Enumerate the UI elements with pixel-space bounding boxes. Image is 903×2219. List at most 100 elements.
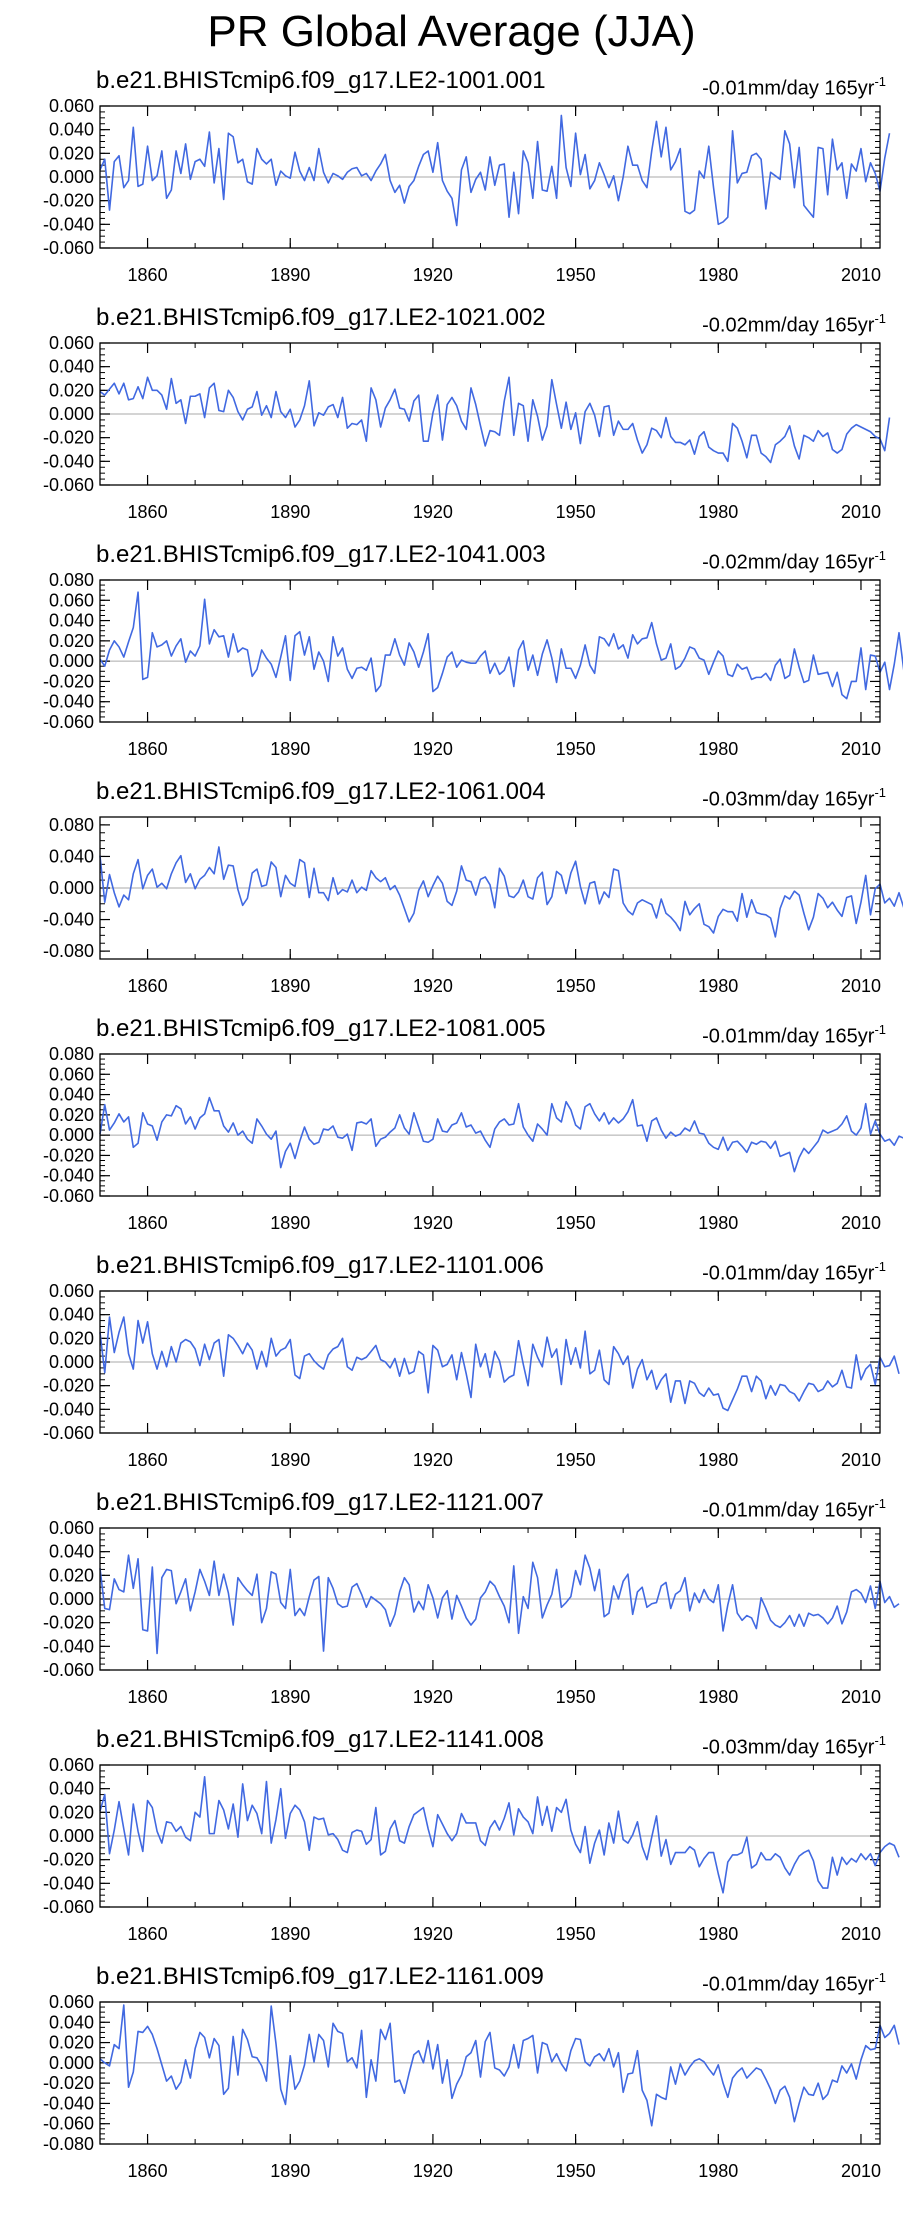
chart-panel: b.e21.BHISTcmip6.f09_g17.LE2-1081.005 -0.… <box>0 1012 903 1242</box>
y-tick-label: 0.020 <box>49 1802 94 1822</box>
x-tick-label: 1920 <box>413 1450 453 1470</box>
x-tick-label: 1920 <box>413 739 453 759</box>
line-chart: 0.0800.0600.0400.0200.000-0.020-0.040-0.… <box>43 570 903 759</box>
y-tick-label: 0.060 <box>49 590 94 610</box>
x-tick-label: 1890 <box>270 976 310 996</box>
plot-frame <box>99 816 881 960</box>
y-tick-label: 0.060 <box>49 1992 94 2012</box>
x-tick-label: 1950 <box>556 2161 596 2181</box>
series-line <box>99 1776 900 1894</box>
trend-value: -0.02mm/day 165yr <box>702 314 875 337</box>
x-tick-label: 1860 <box>128 1687 168 1707</box>
x-tick-label: 1920 <box>413 502 453 522</box>
plot-frame <box>99 2001 881 2145</box>
y-tick-label: 0.020 <box>49 631 94 651</box>
trend-exponent: -1 <box>874 548 886 563</box>
series-line <box>99 846 903 938</box>
line-chart: 0.060 0.040 0.020 0.000 -0.020 -0.040 -0.060 18… <box>43 1281 900 1470</box>
x-tick-label: 1920 <box>413 265 453 285</box>
x-tick-label: 1950 <box>556 1687 596 1707</box>
y-tick-label: -0.040 <box>43 692 94 712</box>
y-tick-label: 0.020 <box>49 380 94 400</box>
y-tick-label: 0.040 <box>49 1305 94 1325</box>
y-tick-label: 0.000 <box>49 167 94 187</box>
series-line <box>99 1554 900 1655</box>
series-line <box>99 1316 900 1412</box>
x-tick-label: 2010 <box>841 1450 881 1470</box>
x-tick-label: 1860 <box>128 1213 168 1233</box>
y-tick-label: -0.060 <box>43 475 94 495</box>
chart-panel: b.e21.BHISTcmip6.f09_g17.LE2-1121.007 -0.… <box>0 1486 903 1716</box>
x-tick-label: 2010 <box>841 502 881 522</box>
trend-value: -0.01mm/day 165yr <box>702 1262 875 1285</box>
y-tick-label: 0.000 <box>49 878 94 898</box>
chart-panel: b.e21.BHISTcmip6.f09_g17.LE2-1141.008 -0.… <box>0 1723 903 1953</box>
x-tick-label: 1920 <box>413 1687 453 1707</box>
x-tick-label: 1950 <box>556 265 596 285</box>
panel-title: b.e21.BHISTcmip6.f09_g17.LE2-1021.002 <box>96 304 546 331</box>
x-tick-label: 1980 <box>698 502 738 522</box>
panel-title: b.e21.BHISTcmip6.f09_g17.LE2-1101.006 <box>96 1252 544 1279</box>
trend-value: -0.03mm/day 165yr <box>702 1736 875 1759</box>
trend-exponent: -1 <box>874 785 886 800</box>
trend-exponent: -1 <box>874 311 886 326</box>
x-tick-label: 1860 <box>128 265 168 285</box>
plot-frame <box>99 579 881 723</box>
panel-title: b.e21.BHISTcmip6.f09_g17.LE2-1161.009 <box>96 1963 544 1990</box>
x-tick-label: 1890 <box>270 1687 310 1707</box>
y-tick-label: -0.080 <box>43 941 94 961</box>
trend-value: -0.01mm/day 165yr <box>702 1973 875 1996</box>
y-tick-label: -0.020 <box>43 1376 94 1396</box>
y-tick-label: 0.080 <box>49 570 94 590</box>
x-tick-label: 1950 <box>556 739 596 759</box>
x-tick-label: 1980 <box>698 739 738 759</box>
y-tick-label: 0.000 <box>49 1826 94 1846</box>
x-tick-label: 1890 <box>270 739 310 759</box>
y-tick-label: 0.060 <box>49 96 94 116</box>
chart-panel: b.e21.BHISTcmip6.f09_g17.LE2-1021.002 -0.… <box>0 301 903 531</box>
x-tick-label: 1950 <box>556 1213 596 1233</box>
y-tick-label: 0.040 <box>49 1779 94 1799</box>
series-line <box>99 1096 903 1173</box>
plot-frame <box>99 1527 881 1671</box>
trend-label: -0.01mm/day 165yr-1 <box>702 1255 886 1287</box>
y-tick-label: -0.060 <box>43 1897 94 1917</box>
trend-value: -0.01mm/day 165yr <box>702 1025 875 1048</box>
x-tick-label: 1950 <box>556 1924 596 1944</box>
y-tick-label: -0.060 <box>43 1186 94 1206</box>
y-tick-label: -0.020 <box>43 191 94 211</box>
y-tick-label: 0.020 <box>49 143 94 163</box>
panel-title: b.e21.BHISTcmip6.f09_g17.LE2-1001.001 <box>96 67 546 94</box>
trend-label: -0.01mm/day 165yr-1 <box>702 70 886 102</box>
y-tick-label: 0.020 <box>49 2033 94 2053</box>
x-tick-label: 2010 <box>841 976 881 996</box>
x-tick-label: 1920 <box>413 1924 453 1944</box>
y-tick-label: -0.020 <box>43 2073 94 2093</box>
x-tick-label: 1860 <box>128 1924 168 1944</box>
line-chart: 0.060 0.040 0.020 0.000 -0.020 -0.040 -0.060 18… <box>43 333 891 522</box>
x-tick-label: 1860 <box>128 1450 168 1470</box>
x-tick-label: 1890 <box>270 502 310 522</box>
x-tick-label: 1860 <box>128 2161 168 2181</box>
panel-title: b.e21.BHISTcmip6.f09_g17.LE2-1141.008 <box>96 1726 544 1753</box>
plot-frame <box>99 1053 881 1197</box>
y-tick-label: -0.040 <box>43 1873 94 1893</box>
y-tick-label: 0.080 <box>49 815 94 835</box>
trend-label: -0.03mm/day 165yr-1 <box>702 1729 886 1761</box>
x-tick-label: 2010 <box>841 2161 881 2181</box>
panel-title: b.e21.BHISTcmip6.f09_g17.LE2-1121.007 <box>96 1489 544 1516</box>
y-tick-label: -0.060 <box>43 238 94 258</box>
y-tick-label: -0.020 <box>43 1145 94 1165</box>
y-tick-label: 0.080 <box>49 1044 94 1064</box>
trend-exponent: -1 <box>874 1259 886 1274</box>
x-tick-label: 1920 <box>413 2161 453 2181</box>
trend-value: -0.01mm/day 165yr <box>702 77 875 100</box>
x-tick-label: 2010 <box>841 1213 881 1233</box>
series-line <box>99 376 891 464</box>
x-tick-label: 1980 <box>698 1687 738 1707</box>
y-tick-label: 0.020 <box>49 1328 94 1348</box>
y-tick-label: 0.040 <box>49 1542 94 1562</box>
y-tick-label: 0.020 <box>49 1565 94 1585</box>
trend-value: -0.03mm/day 165yr <box>702 788 875 811</box>
panel-title: b.e21.BHISTcmip6.f09_g17.LE2-1041.003 <box>96 541 546 568</box>
